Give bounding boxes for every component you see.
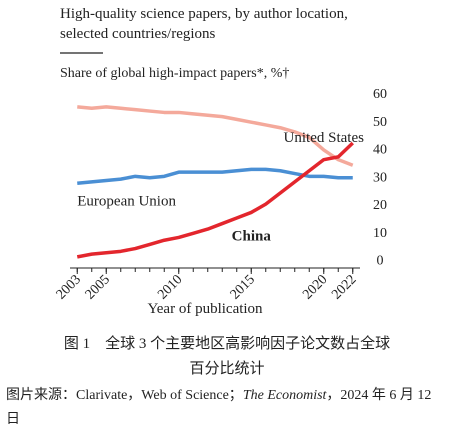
- x-axis-label: Year of publication: [147, 301, 263, 317]
- series-label: European Union: [77, 193, 176, 209]
- series-label: United States: [284, 130, 365, 146]
- series-line: [76, 141, 354, 259]
- x-tick-label: 2010: [155, 272, 185, 302]
- y-tick-label: 0: [377, 254, 384, 269]
- series-label: China: [232, 228, 272, 244]
- y-tick-label: 40: [373, 143, 387, 158]
- caption: 图 1 全球 3 个主要地区高影响因子论文数占全球: [63, 336, 391, 352]
- chart: High-quality science papers, by author l…: [54, 6, 387, 317]
- caption: 百分比统计: [189, 361, 265, 377]
- chart-title: selected countries/regions: [60, 26, 216, 42]
- source-text: 图片来源：Clarivate，Web of Science；: [6, 388, 243, 403]
- source-text: The Economist: [242, 388, 327, 403]
- x-tick-label: 2003: [54, 272, 84, 302]
- x-tick-label: 2022: [329, 272, 359, 302]
- source-text: ，2024 年 6 月 12 日: [6, 388, 432, 427]
- y-tick-label: 20: [373, 198, 387, 213]
- chart-title: High-quality science papers, by author l…: [60, 6, 348, 22]
- y-tick-label: 10: [373, 226, 387, 241]
- x-tick-label: 2005: [83, 272, 113, 302]
- source: 图片来源：Clarivate，Web of Science；The Econom…: [6, 384, 446, 432]
- x-tick-label: 2015: [228, 272, 258, 302]
- series-line: [77, 167, 353, 186]
- y-tick-label: 50: [373, 115, 387, 130]
- y-tick-label: 60: [373, 87, 387, 102]
- x-tick-label: 2020: [300, 272, 330, 302]
- y-tick-label: 30: [373, 170, 387, 185]
- series-line: [77, 105, 354, 167]
- chart-subtitle: Share of global high-impact papers*, %†: [60, 66, 289, 81]
